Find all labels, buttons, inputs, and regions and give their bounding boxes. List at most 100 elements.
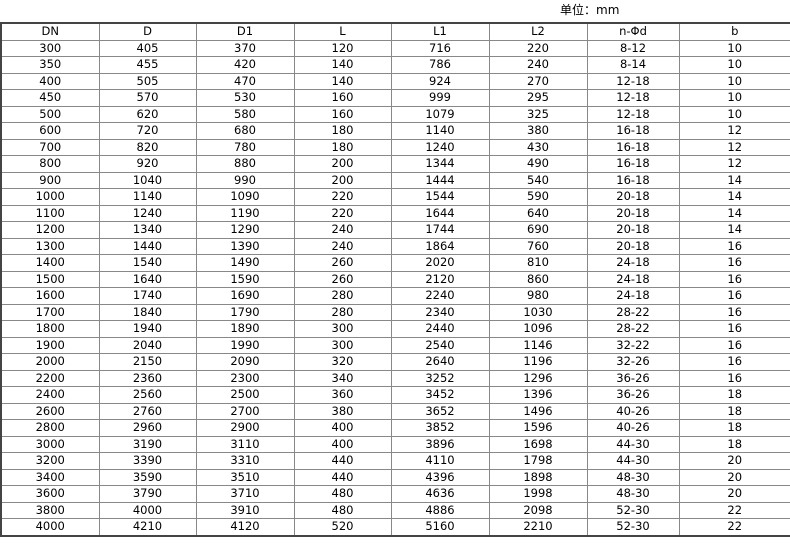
- table-cell: 1840: [98, 303, 197, 321]
- table-cell: 4000: [0, 518, 100, 536]
- table-cell: 1540: [98, 254, 197, 272]
- table-cell: 18: [678, 435, 790, 453]
- table-cell: 400: [293, 435, 392, 453]
- table-cell: 4636: [390, 485, 490, 503]
- table-cell: 20-18: [586, 237, 680, 255]
- table-cell: 14: [678, 204, 790, 222]
- table-cell: 200: [293, 171, 392, 189]
- table-cell: 1000: [0, 188, 100, 206]
- table-cell: 2020: [390, 254, 490, 272]
- table-cell: 20-18: [586, 188, 680, 206]
- table-cell: 2150: [98, 353, 197, 371]
- table-cell: 10: [678, 56, 790, 74]
- table-cell: 1790: [195, 303, 295, 321]
- table-cell: 980: [488, 287, 588, 305]
- table-cell: 570: [98, 89, 197, 107]
- table-cell: 300: [0, 39, 100, 57]
- table-row: 1800 1940 1890 300 2440 1096 28-22 16: [0, 320, 790, 338]
- table-cell: 1200: [0, 221, 100, 239]
- unit-label: 单位：mm: [560, 3, 620, 17]
- table-cell: 1998: [488, 485, 588, 503]
- table-cell: 24-18: [586, 254, 680, 272]
- table-cell: 500: [0, 105, 100, 123]
- table-cell: 16: [678, 336, 790, 354]
- table-cell: 48-30: [586, 485, 680, 503]
- column-header: L2: [488, 22, 588, 41]
- table-cell: 140: [293, 56, 392, 74]
- table-cell: 1030: [488, 303, 588, 321]
- table-cell: 680: [195, 122, 295, 140]
- table-row: 1000 1140 1090 220 1544 590 20-18 14: [0, 188, 790, 206]
- table-cell: 3852: [390, 419, 490, 437]
- table-cell: 420: [195, 56, 295, 74]
- table-cell: 4000: [98, 501, 197, 519]
- table-cell: 325: [488, 105, 588, 123]
- table-cell: 20-18: [586, 221, 680, 239]
- table-cell: 1040: [98, 171, 197, 189]
- table-cell: 10: [678, 89, 790, 107]
- table-cell: 2800: [0, 419, 100, 437]
- table-cell: 16-18: [586, 122, 680, 140]
- table-cell: 16: [678, 303, 790, 321]
- table-row: 3000 3190 3110 400 3896 1698 44-30 18: [0, 435, 790, 453]
- table-cell: 1500: [0, 270, 100, 288]
- table-cell: 470: [195, 72, 295, 90]
- table-cell: 18: [678, 386, 790, 404]
- table-cell: 5160: [390, 518, 490, 536]
- table-cell: 2500: [195, 386, 295, 404]
- table-cell: 24-18: [586, 270, 680, 288]
- table-cell: 16: [678, 254, 790, 272]
- table-row: 800 920 880 200 1344 490 16-18 12: [0, 155, 790, 173]
- table-row: 1200 1340 1290 240 1744 690 20-18 14: [0, 221, 790, 239]
- table-cell: 52-30: [586, 501, 680, 519]
- table-cell: 540: [488, 171, 588, 189]
- header-row: DN D D1 L L1 L2 n-Φd b: [0, 22, 790, 41]
- table-cell: 48-30: [586, 468, 680, 486]
- table-cell: 16: [678, 237, 790, 255]
- table-row: 2600 2760 2700 380 3652 1496 40-26 18: [0, 402, 790, 420]
- table-row: 3600 3790 3710 480 4636 1998 48-30 20: [0, 485, 790, 503]
- table-cell: 2560: [98, 386, 197, 404]
- table-cell: 3400: [0, 468, 100, 486]
- table-cell: 2090: [195, 353, 295, 371]
- table-cell: 295: [488, 89, 588, 107]
- table-row: 400 505 470 140 924 270 12-18 10: [0, 72, 790, 90]
- table-cell: 400: [293, 419, 392, 437]
- table-cell: 8-14: [586, 56, 680, 74]
- table-cell: 3790: [98, 485, 197, 503]
- table-cell: 180: [293, 138, 392, 156]
- table-cell: 240: [293, 237, 392, 255]
- table-cell: 8-12: [586, 39, 680, 57]
- table-cell: 360: [293, 386, 392, 404]
- table-cell: 1140: [98, 188, 197, 206]
- table-cell: 10: [678, 72, 790, 90]
- table-cell: 350: [0, 56, 100, 74]
- table-cell: 760: [488, 237, 588, 255]
- table-cell: 920: [98, 155, 197, 173]
- table-cell: 380: [293, 402, 392, 420]
- table-cell: 28-22: [586, 303, 680, 321]
- table-cell: 3510: [195, 468, 295, 486]
- table-cell: 3600: [0, 485, 100, 503]
- table-row: 2200 2360 2300 340 3252 1296 36-26 16: [0, 369, 790, 387]
- table-row: 1500 1640 1590 260 2120 860 24-18 16: [0, 270, 790, 288]
- table-cell: 4110: [390, 452, 490, 470]
- table-cell: 810: [488, 254, 588, 272]
- table-cell: 3800: [0, 501, 100, 519]
- table-cell: 2760: [98, 402, 197, 420]
- column-header: b: [678, 22, 790, 41]
- table-cell: 590: [488, 188, 588, 206]
- table-cell: 16-18: [586, 155, 680, 173]
- table-cell: 20: [678, 468, 790, 486]
- table-cell: 300: [293, 320, 392, 338]
- column-header: L: [293, 22, 392, 41]
- table-row: 3400 3590 3510 440 4396 1898 48-30 20: [0, 468, 790, 486]
- table-cell: 3390: [98, 452, 197, 470]
- table-cell: 220: [293, 204, 392, 222]
- table-cell: 3000: [0, 435, 100, 453]
- table-cell: 1096: [488, 320, 588, 338]
- table-cell: 12-18: [586, 72, 680, 90]
- table-cell: 1890: [195, 320, 295, 338]
- column-header: n-Φd: [586, 22, 680, 41]
- table-cell: 580: [195, 105, 295, 123]
